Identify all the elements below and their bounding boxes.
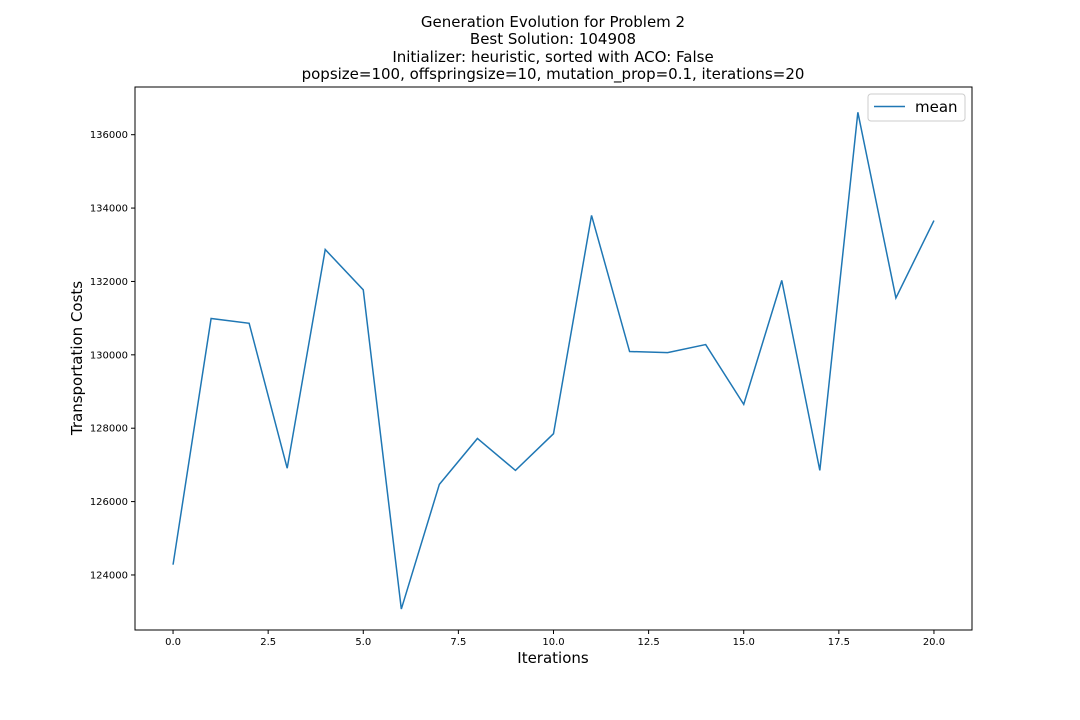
y-axis-ticks: 124000 126000 128000 130000 132000 134000 1360… (90, 130, 135, 581)
x-tick-label: 17.5 (828, 637, 850, 648)
chart-title: Generation Evolution for Problem 2 Best … (302, 13, 805, 84)
y-tick-label: 126000 (90, 497, 128, 508)
legend-box (867, 93, 966, 122)
legend-label-mean: mean (915, 98, 958, 116)
title-line-2: Best Solution: 104908 (470, 30, 636, 48)
series-layer (172, 112, 935, 610)
x-tick-label: 15.0 (733, 637, 755, 648)
title-line-4: popsize=100, offspringsize=10, mutation_… (302, 65, 805, 84)
y-tick-label: 128000 (90, 424, 128, 435)
legend: mean (867, 93, 966, 122)
x-tick-label: 7.5 (450, 637, 466, 648)
y-axis-label: Transportation Costs (68, 281, 86, 436)
x-tick-label: 20.0 (923, 637, 945, 648)
y-tick-label: 132000 (90, 277, 128, 288)
y-tick-label: 130000 (90, 350, 128, 361)
x-tick-label: 0.0 (165, 637, 181, 648)
y-tick-label: 134000 (90, 204, 128, 215)
y-tick-label: 124000 (90, 570, 128, 581)
x-axis-label: Iterations (517, 649, 589, 667)
x-tick-label: 10.0 (542, 637, 564, 648)
y-tick-label: 136000 (90, 130, 128, 141)
series-line-mean (172, 112, 935, 610)
x-tick-label: 12.5 (637, 637, 659, 648)
x-tick-label: 5.0 (355, 637, 371, 648)
title-line-3: Initializer: heuristic, sorted with ACO:… (392, 48, 713, 66)
x-axis-ticks: 0.0 2.5 5.0 7.5 10.0 12.5 15.0 17.5 20.0 (165, 630, 945, 648)
plot-area-frame (134, 86, 973, 631)
x-tick-label: 2.5 (260, 637, 276, 648)
title-line-1: Generation Evolution for Problem 2 (421, 13, 685, 31)
